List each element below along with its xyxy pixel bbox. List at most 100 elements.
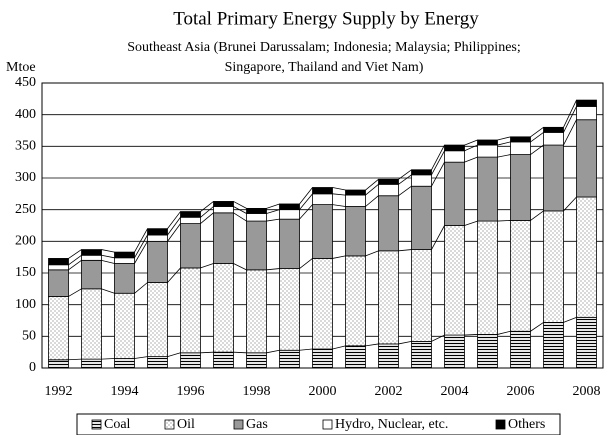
legend-label: Oil bbox=[177, 417, 195, 432]
legend-label: Coal bbox=[104, 417, 131, 432]
legend-label: Others bbox=[508, 417, 545, 432]
chart-subtitle: Singapore, Thailand and Viet Nam) bbox=[225, 60, 424, 75]
bar-segment bbox=[213, 263, 234, 353]
bar-segment bbox=[114, 257, 135, 264]
x-tick-label: 2000 bbox=[309, 384, 337, 399]
bar-segment bbox=[576, 99, 597, 107]
bar-segment bbox=[180, 267, 201, 354]
bar-segment bbox=[510, 220, 531, 332]
bar-segment bbox=[81, 288, 102, 360]
bar-segment bbox=[477, 144, 498, 158]
bar-segment bbox=[246, 269, 267, 354]
bar-segment bbox=[180, 223, 201, 269]
bar-segment bbox=[81, 259, 102, 290]
bar-segment bbox=[444, 334, 465, 369]
bar-segment bbox=[246, 213, 267, 222]
x-tick-label: 1992 bbox=[45, 384, 73, 399]
bar-segment bbox=[510, 141, 531, 155]
y-tick-label: 150 bbox=[15, 265, 36, 280]
bar-segment bbox=[510, 330, 531, 369]
bar-segment bbox=[345, 345, 366, 369]
x-tick-label: 2004 bbox=[441, 384, 469, 399]
bar-segment bbox=[444, 161, 465, 226]
bar-segment bbox=[246, 207, 267, 214]
bar-segment bbox=[576, 316, 597, 369]
bar-segment bbox=[213, 206, 234, 214]
legend-label: Gas bbox=[246, 417, 268, 432]
bar-segment bbox=[279, 209, 300, 220]
legend-swatch bbox=[91, 419, 102, 430]
bar-segment bbox=[213, 201, 234, 207]
legend-label: Hydro, Nuclear, etc. bbox=[335, 417, 448, 432]
y-tick-label: 400 bbox=[15, 107, 36, 122]
bar-segment bbox=[345, 206, 366, 257]
bar-segment bbox=[378, 183, 399, 197]
bar-segment bbox=[48, 359, 69, 369]
legend-swatch bbox=[164, 419, 175, 430]
bar-segment bbox=[147, 228, 168, 236]
chart-subtitle: Southeast Asia (Brunei Darussalam; Indon… bbox=[127, 40, 521, 55]
y-tick-label: 200 bbox=[15, 234, 36, 249]
bar-segment bbox=[114, 292, 135, 359]
bar-segment bbox=[477, 156, 498, 222]
bar-segment bbox=[543, 210, 564, 323]
bar-segment bbox=[411, 249, 432, 342]
bar-segment bbox=[510, 136, 531, 143]
bar-segment bbox=[378, 178, 399, 185]
bar-segment bbox=[81, 254, 102, 261]
bar-segment bbox=[279, 218, 300, 269]
y-axis-label: Mtoe bbox=[6, 60, 36, 75]
bar-segment bbox=[279, 349, 300, 369]
bar-segment bbox=[48, 296, 69, 361]
y-tick-label: 450 bbox=[15, 75, 36, 90]
bar-segment bbox=[543, 126, 564, 133]
y-tick-label: 300 bbox=[15, 170, 36, 185]
bar-segment bbox=[543, 131, 564, 146]
bar-segment bbox=[378, 250, 399, 345]
bar-segment bbox=[345, 255, 366, 347]
connector-line bbox=[68, 196, 577, 297]
y-tick-label: 100 bbox=[15, 297, 36, 312]
bar-segment bbox=[48, 269, 69, 297]
connector-line bbox=[68, 99, 577, 259]
bar-segment bbox=[543, 144, 564, 212]
x-tick-label: 1996 bbox=[177, 384, 205, 399]
bar-segment bbox=[411, 340, 432, 369]
legend-box bbox=[76, 413, 561, 435]
y-tick-label: 50 bbox=[22, 329, 36, 344]
legend-swatch bbox=[495, 419, 506, 430]
bar-segment bbox=[444, 150, 465, 163]
bar-segment bbox=[411, 174, 432, 187]
bar-segment bbox=[477, 220, 498, 335]
bar-segment bbox=[477, 334, 498, 369]
x-tick-label: 2006 bbox=[507, 384, 535, 399]
bar-segment bbox=[576, 196, 597, 318]
bar-segment bbox=[477, 139, 498, 146]
bar-segment bbox=[444, 144, 465, 152]
y-tick-label: 250 bbox=[15, 202, 36, 217]
x-tick-label: 2002 bbox=[375, 384, 403, 399]
bar-segment bbox=[576, 106, 597, 121]
y-tick-label: 0 bbox=[29, 360, 36, 375]
y-tick-label: 350 bbox=[15, 139, 36, 154]
bar-segment bbox=[312, 204, 333, 259]
bar-segment bbox=[444, 225, 465, 336]
bar-segment bbox=[312, 348, 333, 369]
bar-segment bbox=[180, 211, 201, 218]
bar-segment bbox=[213, 212, 234, 264]
bar-segment bbox=[576, 119, 597, 198]
x-tick-label: 2008 bbox=[573, 384, 601, 399]
bar-segment bbox=[246, 352, 267, 369]
bar-segment bbox=[48, 258, 69, 266]
bar-segment bbox=[279, 268, 300, 351]
bar-segment bbox=[378, 343, 399, 369]
bar-segment bbox=[411, 185, 432, 250]
bar-segment bbox=[81, 358, 102, 369]
legend-swatch bbox=[322, 419, 333, 430]
connector-line bbox=[68, 106, 577, 266]
bar-segment bbox=[180, 216, 201, 224]
x-tick-label: 1994 bbox=[111, 384, 139, 399]
bar-segment bbox=[312, 187, 333, 195]
bar-segment bbox=[114, 251, 135, 259]
